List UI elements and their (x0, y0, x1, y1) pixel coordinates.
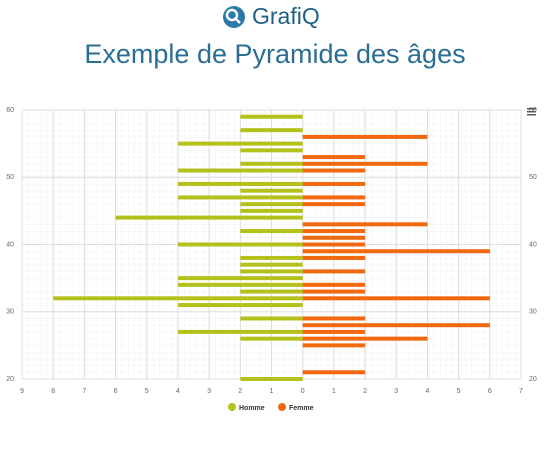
x-tick-label: 1 (270, 388, 274, 395)
x-tick-label: 8 (51, 388, 55, 395)
bar (302, 181, 366, 186)
x-tick-label: 3 (394, 388, 398, 395)
bar (302, 249, 490, 254)
bar (177, 168, 303, 173)
y2-tick-label: 40 (529, 241, 537, 248)
bar (240, 188, 303, 193)
x-tick-label: 4 (425, 388, 429, 395)
bar (240, 336, 303, 341)
y-tick-label: 30 (6, 309, 14, 316)
logo (223, 6, 245, 28)
bar (302, 323, 490, 328)
bar (302, 289, 366, 294)
bar (177, 195, 303, 200)
y-tick-label: 20 (6, 376, 14, 383)
bar (177, 282, 303, 287)
bar (240, 262, 303, 267)
bar (240, 202, 303, 207)
bar (240, 255, 303, 260)
bar (302, 155, 366, 160)
x-tick-label: 5 (145, 388, 149, 395)
bar (240, 208, 303, 213)
bar (302, 229, 366, 234)
y-tick-label: 60 (6, 107, 14, 114)
bar (240, 148, 303, 153)
bar (302, 222, 428, 227)
bar (177, 242, 303, 247)
bar (302, 255, 366, 260)
bar (177, 303, 303, 308)
x-tick-label: 4 (176, 388, 180, 395)
bar (177, 329, 303, 334)
bar (302, 329, 366, 334)
x-tick-label: 2 (363, 388, 367, 395)
legend-marker (278, 403, 286, 411)
x-tick-label: 2 (238, 388, 242, 395)
bar (302, 195, 366, 200)
bar (177, 276, 303, 281)
bar (240, 128, 303, 133)
y2-tick-label: 30 (529, 309, 537, 316)
bar (302, 161, 428, 166)
x-tick-label: 0 (301, 388, 305, 395)
chart-title: Exemple de Pyramide des âges (84, 39, 465, 69)
bar (240, 289, 303, 294)
bar (302, 235, 366, 240)
y2-tick-label: 20 (529, 376, 537, 383)
x-tick-label: 6 (114, 388, 118, 395)
bar (302, 134, 428, 139)
bar (302, 316, 366, 321)
bar (240, 161, 303, 166)
bar (302, 343, 366, 348)
legend-label: Homme (239, 405, 265, 412)
legend-marker (228, 403, 236, 411)
bar (240, 316, 303, 321)
y-tick-label: 50 (6, 174, 14, 181)
bar (302, 296, 490, 301)
bar (53, 296, 303, 301)
bar (240, 229, 303, 234)
x-tick-label: 3 (207, 388, 211, 395)
brand: GrafiQ (252, 3, 320, 29)
legend-label: Femme (289, 405, 314, 412)
menu-icon[interactable] (527, 108, 536, 116)
x-tick-label: 6 (488, 388, 492, 395)
bar (302, 336, 428, 341)
x-tick-label: 1 (332, 388, 336, 395)
bar (302, 242, 366, 247)
bar (115, 215, 303, 220)
x-tick-label: 7 (519, 388, 523, 395)
bar (302, 168, 366, 173)
x-tick-label: 9 (20, 388, 24, 395)
bar (240, 377, 303, 381)
bar (240, 114, 303, 119)
bar (302, 202, 366, 207)
bar (302, 269, 366, 274)
y2-tick-label: 60 (529, 107, 537, 114)
y-tick-label: 40 (6, 241, 14, 248)
x-tick-label: 5 (457, 388, 461, 395)
x-tick-label: 7 (82, 388, 86, 395)
bar (177, 181, 303, 186)
y2-tick-label: 50 (529, 174, 537, 181)
bar (177, 141, 303, 146)
bar (240, 269, 303, 274)
bar (302, 370, 366, 375)
bar (302, 282, 366, 287)
